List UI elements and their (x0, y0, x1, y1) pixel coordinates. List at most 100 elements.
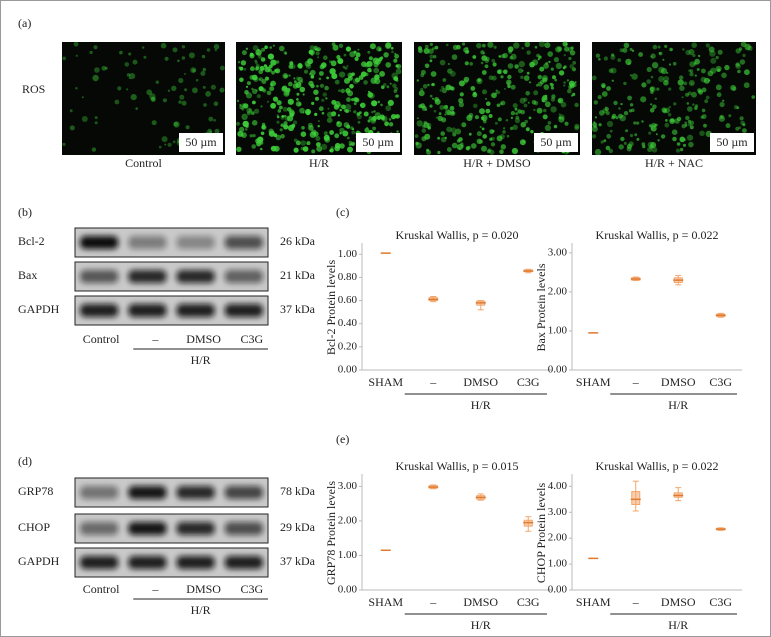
cell (349, 109, 352, 112)
cell (313, 89, 319, 95)
cell (491, 75, 497, 81)
cell (246, 107, 253, 114)
cell (558, 116, 565, 123)
cell (253, 76, 259, 83)
cell (523, 97, 528, 102)
cell (239, 105, 244, 110)
cell (481, 116, 485, 120)
cell (514, 118, 521, 124)
cell (601, 84, 606, 89)
cell (331, 73, 338, 80)
cell (219, 87, 225, 93)
cell (288, 108, 295, 115)
cell (387, 99, 394, 106)
cell (648, 131, 652, 135)
cell (452, 132, 457, 137)
cell (721, 72, 727, 79)
cell (304, 60, 311, 67)
cell (288, 81, 293, 87)
cell (452, 44, 458, 51)
cell (418, 90, 425, 97)
cell (377, 100, 381, 104)
cell (416, 117, 419, 120)
cell (444, 136, 447, 139)
cell (649, 86, 654, 92)
cell (700, 115, 704, 119)
cell (685, 49, 691, 56)
cell (676, 142, 681, 146)
cell (554, 78, 557, 82)
cell (487, 41, 494, 48)
cell (69, 109, 73, 113)
cell (256, 94, 261, 99)
cell (393, 76, 399, 81)
cell (289, 61, 294, 66)
cell (533, 101, 539, 106)
cell (739, 59, 746, 65)
cell (101, 65, 107, 71)
cell (620, 102, 623, 106)
cell (363, 80, 368, 85)
cell (184, 88, 188, 92)
cells (62, 41, 225, 152)
cell (202, 67, 207, 72)
y-tick-label: 0.80 (338, 271, 358, 283)
cell (349, 84, 354, 89)
cell (480, 61, 484, 65)
cell (718, 115, 726, 122)
cell (461, 122, 467, 128)
cell (499, 134, 505, 140)
cell (719, 101, 725, 108)
cell (574, 102, 579, 108)
cell (423, 48, 430, 54)
cell (626, 143, 633, 149)
cell (367, 119, 371, 123)
cell (606, 133, 612, 139)
cell (321, 143, 328, 150)
cell (568, 56, 572, 61)
cell (130, 94, 137, 101)
cell (550, 67, 554, 71)
cell (458, 147, 461, 150)
cell (689, 125, 694, 130)
cell (316, 84, 319, 88)
cell (309, 49, 315, 56)
cell (506, 79, 512, 85)
cell (647, 147, 653, 153)
cell (245, 47, 249, 50)
cell (463, 76, 470, 83)
cell (428, 48, 434, 54)
blot-size: 21 kDa (280, 268, 316, 282)
y-tick-label: 0.00 (338, 584, 358, 596)
cell (128, 52, 132, 56)
cell (444, 113, 447, 116)
cell (295, 140, 301, 146)
cell (393, 58, 398, 63)
cell (424, 133, 431, 140)
cell (537, 74, 543, 80)
blot-band (80, 486, 119, 499)
cell (342, 130, 349, 137)
cell (429, 42, 433, 47)
cell (390, 46, 394, 50)
cell (391, 50, 394, 54)
cell (613, 100, 618, 106)
cell (688, 69, 691, 73)
cell (482, 134, 488, 139)
cell (421, 128, 427, 133)
cell (458, 80, 465, 87)
cell (509, 56, 513, 60)
cell (316, 145, 323, 152)
cell (117, 86, 122, 91)
cell (272, 44, 275, 47)
blot-band (176, 236, 215, 249)
cell (172, 47, 178, 53)
cell (520, 75, 524, 80)
cell (371, 116, 377, 122)
cell (669, 47, 673, 52)
cell (275, 60, 280, 64)
cell (370, 116, 377, 123)
cell (479, 139, 484, 144)
cell (617, 58, 622, 62)
cell (476, 131, 482, 137)
